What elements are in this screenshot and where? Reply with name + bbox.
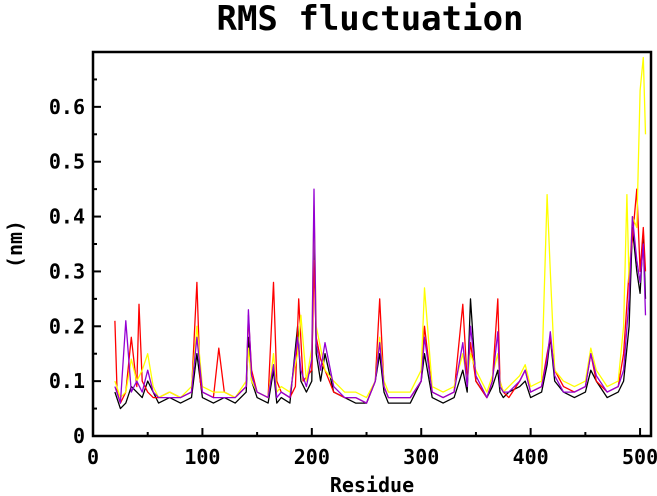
x-tick-label: 400 [513, 445, 549, 469]
x-axis-label: Residue [330, 473, 414, 496]
x-tick-label: 100 [184, 445, 220, 469]
y-tick-label: 0.4 [49, 205, 85, 229]
chart-title: RMS fluctuation [216, 0, 523, 39]
y-axis-label: (nm) [3, 220, 27, 268]
y-tick-label: 0.2 [49, 314, 85, 338]
x-tick-label: 500 [622, 445, 657, 469]
y-tick-label: 0.3 [49, 259, 85, 283]
y-tick-label: 0.1 [49, 369, 85, 393]
y-axis: 0 0.1 0.2 0.3 0.4 0.5 0.6 [49, 78, 101, 448]
x-tick-label: 0 [87, 445, 99, 469]
y-tick-label: 0.6 [49, 95, 85, 119]
y-tick-label: 0.5 [49, 150, 85, 174]
x-axis: 0 100 200 300 400 500 [87, 428, 657, 469]
series-layer [114, 56, 647, 410]
series-line-3 [114, 188, 647, 404]
x-tick-label: 300 [403, 445, 439, 469]
plot-frame [91, 50, 653, 438]
x-tick-label: 200 [294, 445, 330, 469]
y-tick-label: 0 [73, 424, 85, 448]
